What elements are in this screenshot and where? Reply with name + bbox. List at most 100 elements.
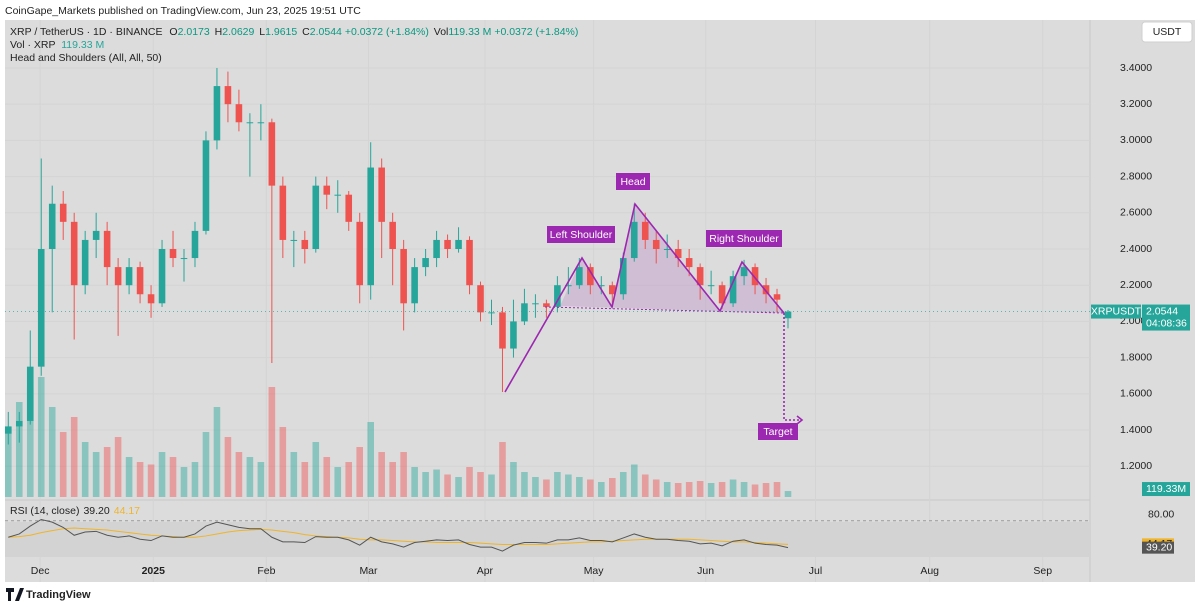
x-tick-label: Sep	[1033, 565, 1052, 577]
x-tick-label: Aug	[920, 565, 939, 577]
volume-bar	[48, 407, 56, 497]
volume-bar	[477, 472, 484, 497]
candle-body	[114, 267, 122, 286]
rsi-ma-value: 44.17	[114, 505, 140, 517]
volume-bar	[762, 483, 770, 497]
x-tick-label: Jul	[809, 565, 822, 577]
symbol-line: XRP / TetherUS · 1D · BINANCE O2.0173 H2…	[10, 26, 578, 38]
candle-body	[652, 239, 660, 249]
candle-body	[565, 285, 572, 287]
candle-body	[290, 239, 298, 241]
candle-body	[751, 267, 759, 286]
candle-body	[433, 239, 440, 259]
volume-bar	[784, 491, 792, 497]
volume-bar	[685, 482, 693, 497]
candle-body	[400, 248, 407, 304]
annotation: Target	[763, 426, 792, 438]
candle-body	[213, 86, 221, 141]
y-tick-label: 2.4000	[1120, 243, 1152, 255]
candle-body	[576, 267, 583, 286]
candle-body	[521, 303, 528, 322]
price-tag	[1142, 304, 1190, 331]
volume-bar	[103, 447, 111, 497]
volume-bar	[444, 474, 451, 497]
published-note: CoinGape_Markets published on TradingVie…	[5, 5, 361, 17]
footer: TradingView	[6, 588, 91, 601]
volume-bar	[15, 402, 23, 497]
volume-bar	[158, 452, 166, 497]
candle-body	[466, 239, 473, 286]
candle-body	[554, 285, 561, 307]
candle-body	[608, 285, 616, 295]
volume-bar	[169, 457, 177, 497]
volume-bar	[422, 472, 429, 497]
volume-bar	[773, 482, 781, 497]
volume-bar	[114, 437, 122, 497]
ohlc-label: C	[302, 26, 310, 38]
volume-bar	[235, 452, 243, 497]
rsi-value: 39.20	[83, 505, 109, 517]
head-and-shoulders	[504, 202, 804, 425]
candle-body	[762, 285, 770, 295]
rsi-tick-label: 80.00	[1148, 509, 1174, 521]
candle-body	[103, 230, 111, 268]
candle-body	[180, 258, 188, 260]
candle-body	[158, 248, 166, 304]
candle-body	[37, 248, 45, 367]
candle-body	[378, 167, 385, 222]
candle-body	[532, 303, 539, 305]
volume-bar	[652, 479, 660, 497]
ohlc-value: 1.9615	[265, 26, 297, 38]
currency-button-label[interactable]: USDT	[1153, 26, 1182, 38]
volume-bar	[729, 479, 737, 497]
candle-body	[389, 221, 396, 249]
volume-bar	[81, 442, 89, 497]
rsi-tag	[1142, 541, 1174, 554]
volume-bar	[455, 477, 462, 497]
volume-bar	[630, 464, 638, 497]
pattern-line	[504, 202, 785, 393]
annotation-box	[547, 226, 615, 243]
candle-body	[773, 294, 781, 300]
volume-bar	[554, 472, 561, 497]
candle-body	[257, 122, 265, 124]
candle-body	[26, 366, 34, 421]
volume-bar	[290, 452, 298, 497]
candle-body	[334, 194, 342, 196]
volume-bar	[674, 483, 682, 497]
volume-bar	[378, 452, 385, 497]
candle-body	[48, 203, 56, 249]
y-tick-label: 3.4000	[1120, 62, 1152, 74]
volume-bar	[619, 472, 627, 497]
volume-bar	[191, 462, 199, 497]
volume-legend: Vol · XRP 119.33 M	[10, 39, 104, 51]
annotation: Right Shoulder	[709, 233, 779, 245]
vol-label: Vol · XRP	[10, 39, 56, 51]
volume-bar	[312, 442, 320, 497]
ohlc-value: 2.0544	[310, 26, 342, 38]
candle-body	[499, 312, 506, 349]
vol-label: Vol	[434, 26, 449, 38]
volume-bar	[257, 462, 265, 497]
volume-bar	[136, 462, 144, 497]
volume-bar	[345, 462, 353, 497]
currency-button[interactable]	[1141, 21, 1193, 43]
volume-bar	[587, 479, 594, 497]
candle-body	[674, 248, 682, 259]
candle-body	[268, 122, 276, 186]
volume-bar	[696, 481, 704, 497]
ohlc-value: 2.0629	[222, 26, 254, 38]
logo	[6, 588, 24, 601]
volume-bar	[224, 437, 232, 497]
candle-body	[685, 258, 693, 268]
candle-body	[202, 140, 210, 231]
volume-bar	[663, 482, 671, 497]
volume-bar	[367, 422, 374, 497]
candle-body	[356, 221, 364, 286]
candle-body	[488, 312, 495, 314]
y-tick-label: 1.6000	[1120, 388, 1152, 400]
change: +0.0372 (+1.84%)	[494, 26, 578, 38]
rsi-line	[8, 518, 789, 552]
rsi-title: RSI (14, close)	[10, 505, 79, 517]
target-line	[783, 313, 800, 421]
